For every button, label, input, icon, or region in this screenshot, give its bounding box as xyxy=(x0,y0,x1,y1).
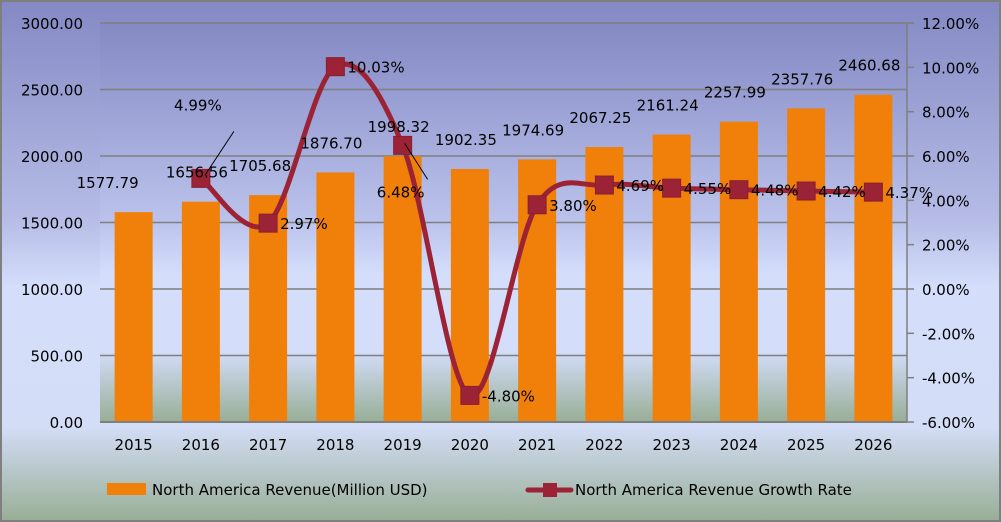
line-data-label: 10.03% xyxy=(347,59,404,77)
bar xyxy=(316,172,355,422)
y-right-tick-label: 2.00% xyxy=(922,237,970,255)
x-tick-label: 2019 xyxy=(384,436,422,454)
growth-marker xyxy=(527,195,547,215)
bar-data-label: 2161.24 xyxy=(637,97,699,115)
bar xyxy=(249,195,288,422)
axes: 0.00 500.00 1000.00 1500.00 2000.00 2500.00 30… xyxy=(21,15,979,454)
y-left-tick-label: 0.00 xyxy=(50,414,83,432)
growth-marker xyxy=(460,385,480,405)
line-series xyxy=(191,57,883,405)
growth-marker xyxy=(729,180,749,200)
y-left-tick-label: 2000.00 xyxy=(21,148,83,166)
growth-marker xyxy=(594,175,614,195)
x-tick-label: 2020 xyxy=(451,436,489,454)
bar-series xyxy=(114,94,893,423)
bar-data-label: 2067.25 xyxy=(569,109,631,127)
x-tick-label: 2023 xyxy=(653,436,691,454)
x-tick-label: 2021 xyxy=(518,436,556,454)
y-left-tick-label: 1000.00 xyxy=(21,281,83,299)
bar-data-label: 1577.79 xyxy=(77,174,139,192)
bar xyxy=(181,201,220,422)
y-right-tick-label: 6.00% xyxy=(922,148,970,166)
y-right-tick-label: 12.00% xyxy=(922,15,979,33)
bar-data-label: 1974.69 xyxy=(502,121,564,139)
bar xyxy=(719,121,758,423)
bar-data-label: 1705.68 xyxy=(229,157,291,175)
line-data-label: 4.42% xyxy=(818,183,866,201)
x-tick-label: 2017 xyxy=(249,436,287,454)
gridlines xyxy=(100,22,907,423)
data-labels: 1577.79 1656.56 1705.68 1876.70 1998.32 1902.… xyxy=(77,57,933,406)
y-left-tick-label: 2500.00 xyxy=(21,82,83,100)
y-left-tick-label: 3000.00 xyxy=(21,15,83,33)
bar-data-label: 2460.68 xyxy=(838,57,900,75)
growth-marker xyxy=(863,182,883,202)
growth-marker xyxy=(662,178,682,198)
growth-marker xyxy=(325,57,345,77)
line-data-label: 3.80% xyxy=(549,197,597,215)
leader-line xyxy=(404,143,429,180)
legend-label-revenue: North America Revenue(Million USD) xyxy=(152,481,428,499)
y-right-tick-label: 0.00% xyxy=(922,281,970,299)
y-right-tick-label: 4.00% xyxy=(922,192,970,210)
line-data-label: 2.97% xyxy=(280,215,328,233)
bar xyxy=(383,156,422,422)
growth-marker xyxy=(258,213,278,233)
bar-data-label: 2257.99 xyxy=(704,84,766,102)
y-right-tick-label: -4.00% xyxy=(922,370,975,388)
line-data-label: 4.37% xyxy=(885,184,933,202)
line-data-label: -4.80% xyxy=(482,387,535,405)
bar-data-label: 2357.76 xyxy=(771,70,833,88)
bar-data-label: 1876.70 xyxy=(300,134,362,152)
legend-label-growth: North America Revenue Growth Rate xyxy=(575,481,852,499)
line-data-label: 4.55% xyxy=(684,180,732,198)
legend-swatch-growth-marker xyxy=(543,483,557,497)
legend-swatch-revenue xyxy=(107,483,146,495)
x-tick-label: 2024 xyxy=(720,436,758,454)
y-right-tick-label: -2.00% xyxy=(922,325,975,343)
growth-marker xyxy=(796,181,816,201)
bar xyxy=(854,94,893,423)
y-right-tick-label: 10.00% xyxy=(922,59,979,77)
x-tick-label: 2022 xyxy=(585,436,623,454)
legend: North America Revenue(Million USD) North… xyxy=(107,481,852,499)
x-tick-label: 2016 xyxy=(182,436,220,454)
y-right-tick-label: 8.00% xyxy=(922,104,970,122)
y-left-tick-label: 1500.00 xyxy=(21,215,83,233)
bar-data-label: 1656.56 xyxy=(166,164,228,182)
x-tick-label: 2025 xyxy=(787,436,825,454)
leader-line xyxy=(204,131,235,176)
bar-data-label: 1998.32 xyxy=(368,118,430,136)
bar-data-label: 1902.35 xyxy=(435,131,497,149)
growth-marker xyxy=(393,135,413,155)
x-tick-label: 2026 xyxy=(854,436,892,454)
x-tick-label: 2015 xyxy=(115,436,153,454)
line-data-label: 4.69% xyxy=(616,177,664,195)
line-data-label: 4.99% xyxy=(174,96,222,114)
y-left-tick-label: 500.00 xyxy=(31,348,84,366)
x-tick-label: 2018 xyxy=(316,436,354,454)
bar xyxy=(787,108,826,423)
bar xyxy=(114,212,153,422)
line-data-label: 4.48% xyxy=(751,182,799,200)
y-right-tick-label: -6.00% xyxy=(922,414,975,432)
line-data-label: 6.48% xyxy=(377,183,425,201)
